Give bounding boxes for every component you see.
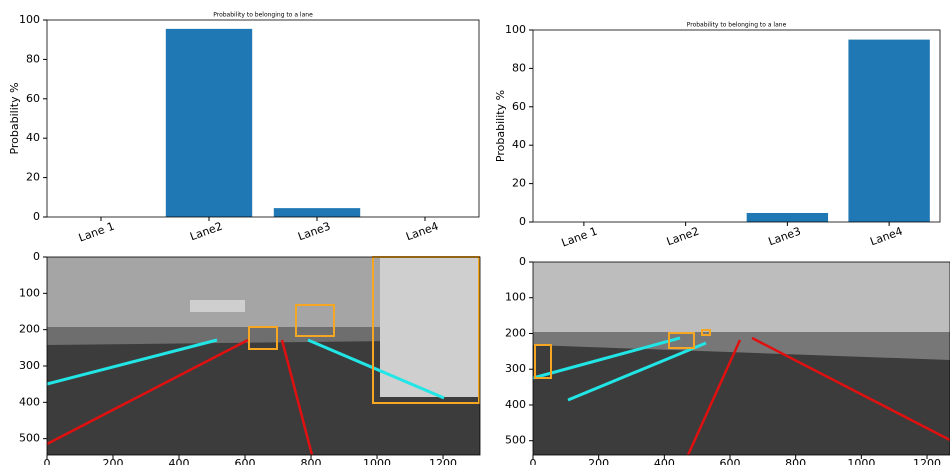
x-tick-label: 800 [785, 457, 806, 465]
chart-title: Probability to belonging to a lane [687, 22, 787, 29]
x-tick-label: Lane2 [188, 220, 224, 244]
y-tick-label: 0 [519, 255, 526, 268]
y-tick-label: 100 [19, 286, 40, 299]
y-tick-label: 200 [505, 326, 526, 339]
x-tick-label: Lane3 [767, 225, 803, 249]
camera-image [47, 257, 480, 455]
chart-title: Probability to belonging to a lane [213, 12, 313, 19]
bar [274, 208, 360, 217]
x-tick-label: 400 [654, 457, 675, 465]
y-tick-label: 0 [33, 210, 40, 223]
bar [848, 40, 929, 222]
y-tick-label: 300 [505, 362, 526, 375]
y-axis-label: Probability % [8, 82, 21, 154]
bar [747, 213, 828, 222]
y-tick-label: 200 [19, 323, 40, 336]
x-tick-label: Lane2 [665, 225, 701, 249]
y-tick-label: 60 [26, 92, 40, 105]
x-tick-label: 800 [301, 457, 322, 465]
x-tick-label: 200 [103, 457, 124, 465]
axes-frame [47, 20, 479, 217]
y-tick-label: 400 [505, 398, 526, 411]
x-tick-label: 1000 [847, 457, 875, 465]
x-tick-label: 600 [720, 457, 741, 465]
y-tick-label: 100 [505, 23, 526, 36]
y-tick-label: 80 [512, 61, 526, 74]
figure: 0 20 40 60 80 100 Lane 1 Lane2 Lane3 Lane4 Probabi… [0, 0, 950, 465]
x-tick-label: 1200 [429, 457, 457, 465]
x-tick-label: Lane 1 [77, 220, 116, 245]
bar [166, 29, 252, 217]
x-tick-label: 0 [44, 457, 51, 465]
y-tick-label: 100 [505, 291, 526, 304]
x-tick-label: Lane4 [868, 225, 904, 249]
x-tick-label: Lane3 [296, 220, 332, 244]
x-tick-label: 200 [588, 457, 609, 465]
x-tick-label: Lane4 [404, 220, 440, 244]
y-tick-label: 500 [505, 434, 526, 447]
y-tick-label: 20 [512, 177, 526, 190]
y-axis-label: Probability % [494, 90, 507, 162]
y-tick-label: 20 [26, 171, 40, 184]
y-tick-label: 60 [512, 100, 526, 113]
x-tick-label: 1200 [913, 457, 941, 465]
y-tick-label: 100 [19, 13, 40, 26]
y-tick-label: 300 [19, 359, 40, 372]
x-tick-label: 1000 [363, 457, 391, 465]
y-tick-label: 80 [26, 52, 40, 65]
y-tick-label: 400 [19, 395, 40, 408]
y-tick-label: 40 [26, 131, 40, 144]
camera-image [533, 262, 950, 455]
x-tick-label: 400 [169, 457, 190, 465]
x-tick-label: Lane 1 [560, 225, 599, 250]
y-tick-label: 500 [19, 432, 40, 445]
y-tick-label: 0 [33, 250, 40, 263]
y-tick-label: 0 [519, 215, 526, 228]
y-tick-label: 40 [512, 138, 526, 151]
x-tick-label: 0 [530, 457, 537, 465]
x-tick-label: 600 [235, 457, 256, 465]
